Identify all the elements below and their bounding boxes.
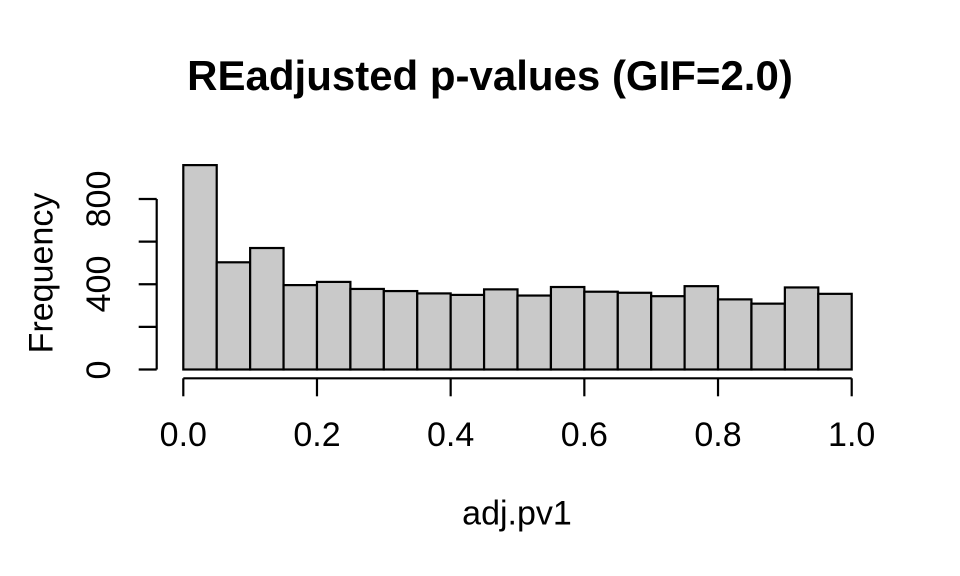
histogram-bar — [482, 288, 519, 371]
histogram-bar — [249, 246, 285, 371]
x-tick-label: 1.0 — [828, 416, 876, 454]
histogram-bar — [315, 280, 352, 371]
histogram-bar — [683, 285, 720, 371]
y-axis-label: Frequency — [22, 192, 61, 354]
x-tick-label: 0.8 — [694, 416, 742, 454]
histogram-bar — [449, 293, 486, 371]
histogram-bar — [416, 292, 452, 371]
x-tick-label: 0.6 — [560, 416, 608, 454]
y-tick-label: 800 — [80, 170, 118, 228]
chart-title: REadjusted p-values (GIF=2.0) — [187, 52, 793, 99]
x-tick-label: 0.4 — [427, 416, 475, 454]
y-tick-label: 400 — [80, 255, 118, 313]
histogram-bar — [182, 164, 218, 371]
x-axis-label: adj.pv1 — [462, 494, 572, 533]
histogram-bar — [616, 291, 653, 371]
histogram-bar — [783, 286, 820, 371]
histogram-bar — [583, 290, 619, 371]
histogram-bar — [716, 298, 753, 371]
histogram-bar — [516, 294, 553, 371]
histogram-bar — [349, 287, 385, 371]
histogram-bar — [549, 285, 586, 371]
histogram-bar — [650, 295, 686, 371]
histogram-bar — [282, 284, 319, 371]
histogram-bar — [382, 289, 419, 371]
x-tick-label: 0.0 — [159, 416, 207, 454]
histogram-bar — [215, 261, 252, 371]
x-tick-label: 0.2 — [293, 416, 341, 454]
y-tick-label: 0 — [80, 360, 118, 379]
histogram-bar — [750, 302, 786, 371]
histogram-bar — [817, 292, 853, 371]
